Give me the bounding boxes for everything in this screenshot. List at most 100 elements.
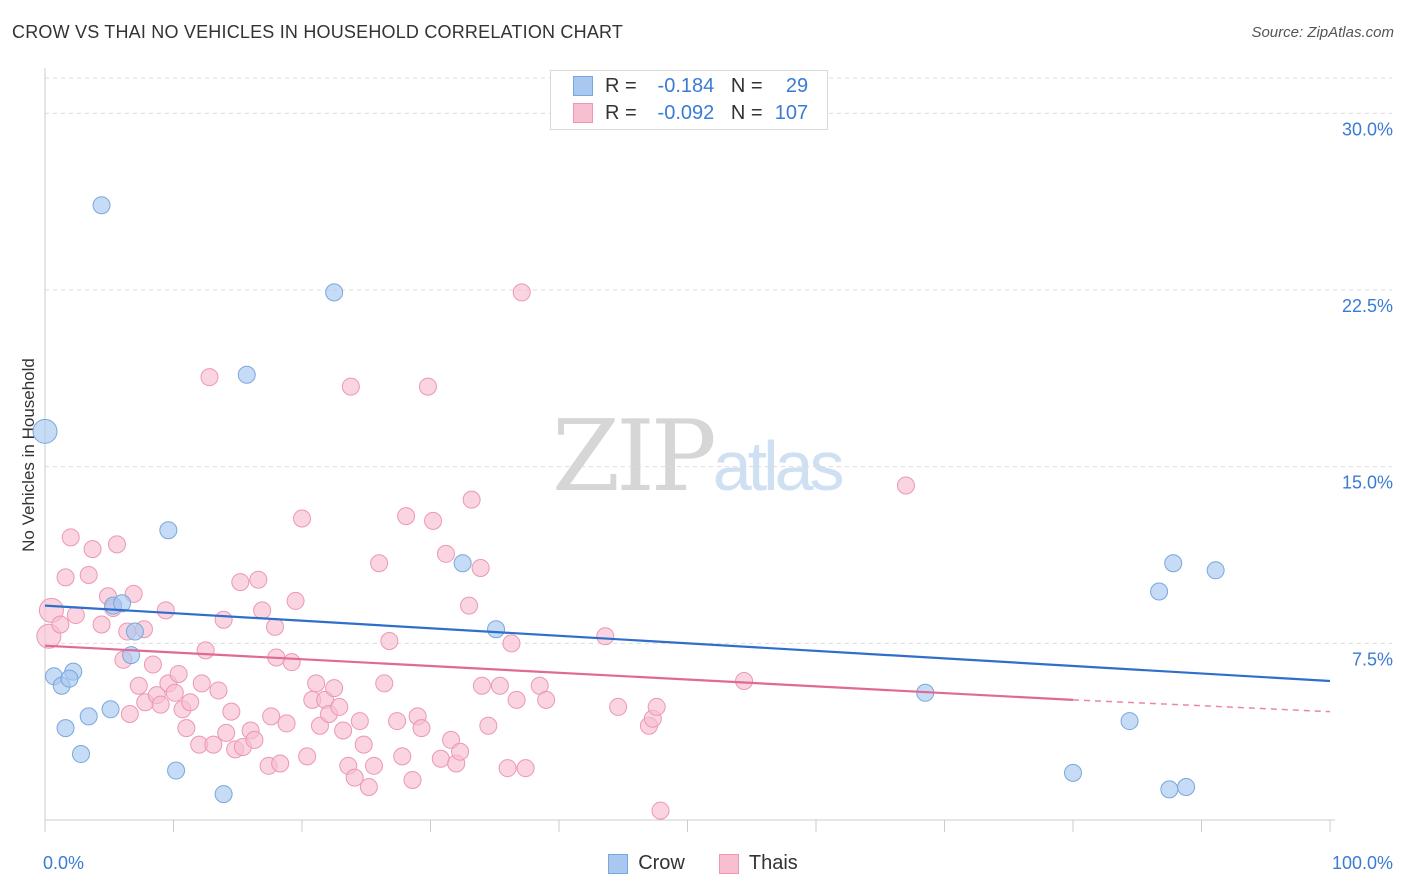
crow-point[interactable]: [60, 669, 79, 688]
thais-point[interactable]: [502, 634, 521, 653]
crow-point[interactable]: [1206, 561, 1225, 580]
thais-point[interactable]: [120, 705, 139, 723]
thais-point[interactable]: [92, 615, 111, 634]
thais-point[interactable]: [370, 554, 389, 573]
crow-point[interactable]: [159, 521, 178, 540]
thais-point[interactable]: [181, 693, 200, 712]
thais-point[interactable]: [512, 283, 531, 302]
thais-point[interactable]: [418, 377, 437, 396]
crow-point[interactable]: [1150, 582, 1169, 601]
thais-point[interactable]: [307, 674, 326, 693]
thais-point[interactable]: [143, 655, 162, 674]
thais-point[interactable]: [79, 566, 98, 585]
thais-point[interactable]: [61, 528, 80, 547]
thais-point[interactable]: [83, 540, 102, 559]
thais-point[interactable]: [253, 601, 272, 620]
thais-point[interactable]: [66, 606, 85, 625]
crow-point[interactable]: [325, 283, 344, 302]
thais-point[interactable]: [129, 676, 148, 695]
crow-point[interactable]: [1177, 778, 1196, 797]
thais-point[interactable]: [490, 676, 509, 695]
thais-point[interactable]: [249, 570, 268, 589]
thais-point[interactable]: [596, 627, 615, 646]
thais-point[interactable]: [647, 697, 666, 716]
thais-point[interactable]: [169, 664, 188, 683]
thais-point[interactable]: [380, 631, 399, 650]
crow-point[interactable]: [1120, 712, 1139, 731]
thais-point[interactable]: [412, 719, 431, 738]
thais-point[interactable]: [298, 747, 317, 766]
thais-point[interactable]: [231, 573, 250, 592]
thais-point[interactable]: [896, 476, 915, 495]
thais-point[interactable]: [151, 695, 170, 714]
thais-point[interactable]: [156, 601, 175, 620]
thais-point[interactable]: [537, 690, 556, 709]
crow-point[interactable]: [101, 700, 120, 719]
crow-point[interactable]: [79, 707, 98, 726]
thais-point[interactable]: [424, 511, 443, 530]
crow-point[interactable]: [92, 196, 111, 215]
thais-point[interactable]: [479, 716, 498, 735]
crow-point[interactable]: [1160, 780, 1179, 799]
thais-point[interactable]: [507, 690, 526, 709]
thais-point[interactable]: [266, 617, 285, 636]
crow-point[interactable]: [32, 418, 58, 444]
legend-item-thais[interactable]: Thais: [718, 852, 798, 875]
crow-point[interactable]: [113, 594, 132, 613]
thais-point[interactable]: [271, 754, 290, 773]
thais-point[interactable]: [451, 742, 470, 761]
thais-point[interactable]: [107, 535, 126, 554]
crow-point[interactable]: [1064, 763, 1082, 782]
crow-point[interactable]: [56, 719, 75, 738]
thais-point[interactable]: [341, 377, 360, 396]
thais-point[interactable]: [431, 749, 450, 768]
thais-point[interactable]: [516, 759, 535, 778]
thais-point[interactable]: [165, 683, 184, 702]
thais-point[interactable]: [209, 681, 228, 700]
thais-point[interactable]: [472, 676, 491, 695]
thais-point[interactable]: [222, 702, 241, 721]
crow-point[interactable]: [487, 620, 506, 639]
thais-point[interactable]: [388, 712, 407, 731]
thais-point[interactable]: [325, 679, 344, 698]
crow-point[interactable]: [1164, 554, 1183, 573]
thais-point[interactable]: [334, 721, 353, 740]
thais-point[interactable]: [375, 674, 394, 693]
thais-point[interactable]: [196, 641, 215, 660]
thais-point[interactable]: [282, 653, 301, 672]
thais-point[interactable]: [403, 770, 422, 789]
thais-point[interactable]: [177, 719, 196, 738]
thais-point[interactable]: [345, 768, 364, 787]
thais-point[interactable]: [350, 712, 369, 731]
crow-point[interactable]: [453, 554, 472, 573]
thais-point[interactable]: [460, 596, 479, 615]
crow-point[interactable]: [237, 365, 256, 384]
thais-point[interactable]: [245, 730, 264, 749]
thais-point[interactable]: [354, 735, 373, 754]
thais-point[interactable]: [609, 697, 628, 716]
thais-point[interactable]: [204, 735, 223, 754]
crow-point[interactable]: [214, 785, 233, 804]
thais-point[interactable]: [277, 714, 296, 733]
crow-point[interactable]: [125, 622, 144, 641]
thais-point[interactable]: [330, 697, 349, 716]
thais-point[interactable]: [364, 756, 383, 775]
thais-point[interactable]: [651, 801, 670, 820]
thais-point[interactable]: [735, 672, 754, 691]
thais-point[interactable]: [397, 507, 416, 526]
thais-point[interactable]: [214, 610, 233, 629]
thais-point[interactable]: [217, 723, 236, 742]
thais-point[interactable]: [462, 490, 481, 509]
legend-item-crow[interactable]: Crow: [608, 852, 685, 875]
crow-point[interactable]: [71, 745, 90, 764]
thais-point[interactable]: [393, 747, 412, 766]
thais-point[interactable]: [200, 368, 219, 387]
thais-point[interactable]: [192, 674, 211, 693]
thais-point[interactable]: [293, 509, 311, 528]
thais-point[interactable]: [359, 778, 378, 797]
thais-point[interactable]: [56, 568, 75, 587]
thais-point[interactable]: [262, 707, 281, 726]
thais-point[interactable]: [286, 591, 305, 610]
thais-point[interactable]: [51, 615, 70, 634]
crow-point[interactable]: [167, 761, 186, 780]
